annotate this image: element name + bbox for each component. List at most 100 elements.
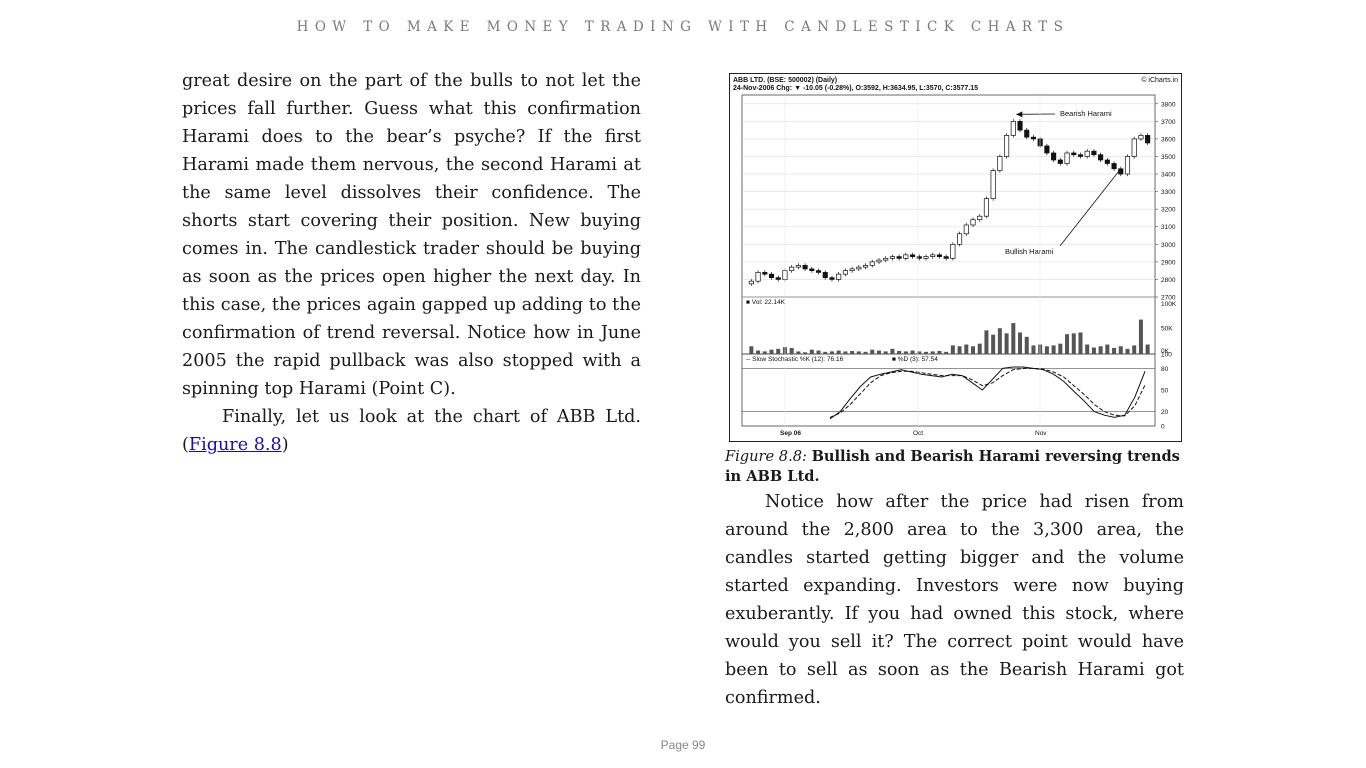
candle-body	[1004, 135, 1010, 157]
candle-body	[977, 215, 983, 221]
volume-bar	[1011, 323, 1016, 354]
candle-body	[983, 198, 989, 217]
volume-bar	[957, 346, 962, 354]
candle-body	[957, 233, 963, 245]
candle-body	[1104, 159, 1110, 164]
volume-bar	[1138, 319, 1143, 354]
volume-bar	[883, 351, 888, 354]
candle-body	[755, 272, 761, 282]
volume-bar	[836, 350, 841, 354]
left-column: great desire on the part of the bulls to…	[182, 67, 641, 459]
volume-bar	[930, 351, 935, 354]
volume-bar	[749, 346, 754, 354]
candle-body	[963, 224, 969, 235]
volume-bar	[756, 350, 761, 354]
volume-bar	[971, 346, 976, 354]
chart-source-label: © iCharts.in	[1141, 76, 1178, 84]
candle-body	[1124, 156, 1131, 175]
page-number: Page 99	[660, 738, 706, 752]
figure-caption: Figure 8.8: Bullish and Bearish Harami r…	[725, 447, 1184, 487]
bearish-harami-label: Bearish Harami	[1060, 109, 1112, 118]
bullish-harami-label: Bullish Harami	[1005, 247, 1054, 256]
candle-body	[950, 243, 956, 259]
candle-body	[1064, 152, 1070, 164]
volume-bar	[816, 350, 821, 354]
candle-body	[943, 256, 949, 259]
volume-bar	[1118, 346, 1123, 354]
candle-body	[1077, 154, 1084, 157]
volume-bar	[769, 349, 774, 354]
volume-bar	[1145, 344, 1150, 354]
candle-body	[789, 266, 795, 272]
right-column: Notice how after the price had risen fro…	[725, 488, 1184, 712]
volume-bar	[796, 351, 801, 354]
x-axis-label: Oct	[913, 430, 923, 437]
candle-body	[822, 272, 828, 279]
figure-8-8-link[interactable]: Figure 8.8	[188, 435, 282, 455]
price-tick-label: 2700	[1161, 295, 1176, 302]
candle-body	[916, 256, 922, 259]
stochastic-tick-label: 0	[1161, 424, 1165, 431]
price-tick-label: 3000	[1161, 242, 1176, 249]
volume-bar	[823, 351, 828, 354]
volume-bar	[1091, 347, 1096, 354]
volume-bar	[923, 351, 928, 354]
candle-body	[889, 256, 895, 259]
x-axis-label: Sep 06	[780, 430, 801, 437]
candle-body	[1051, 152, 1057, 161]
price-tick-label: 3600	[1161, 136, 1176, 143]
left-paragraph-2: Finally, let us look at the chart of ABB…	[182, 403, 641, 459]
candle-body	[768, 273, 775, 279]
volume-bar	[850, 350, 855, 354]
volume-bar	[789, 347, 794, 354]
volume-bar	[1125, 348, 1130, 354]
volume-bar	[897, 350, 902, 354]
volume-bar	[910, 350, 915, 354]
candle-body	[829, 277, 835, 280]
candle-body	[842, 270, 848, 275]
volume-bar	[890, 348, 895, 354]
candle-body	[802, 265, 808, 270]
volume-tick-label: 50K	[1161, 326, 1173, 333]
candle-body	[876, 259, 882, 263]
candle-body	[795, 265, 801, 268]
candle-body	[1024, 129, 1030, 138]
volume-bar	[950, 345, 955, 354]
abb-chart-figure: ABB LTD. (BSE: 500002) (Daily) 24-Nov-200…	[729, 73, 1182, 442]
volume-bar	[776, 348, 781, 354]
figure-caption-label: Figure 8.8:	[725, 448, 807, 465]
volume-bar	[1085, 344, 1090, 354]
volume-bar	[1051, 345, 1056, 354]
price-tick-label: 3500	[1161, 154, 1176, 161]
stochastic-tick-label: 20	[1161, 409, 1169, 416]
price-tick-label: 2900	[1161, 259, 1176, 266]
volume-bar	[964, 344, 969, 354]
volume-bar	[762, 351, 767, 354]
candle-body	[896, 256, 902, 259]
volume-bar	[1024, 336, 1029, 354]
running-header: HOW TO MAKE MONEY TRADING WITH CANDLESTI…	[296, 19, 1070, 35]
abb-candlestick-chart: ABB LTD. (BSE: 500002) (Daily)24-Nov-200…	[733, 76, 1178, 437]
volume-bar	[863, 351, 868, 354]
candle-body	[997, 156, 1003, 171]
volume-bar	[809, 349, 814, 354]
candle-body	[1131, 138, 1137, 157]
candle-body	[1084, 150, 1090, 157]
volume-bar	[1058, 343, 1063, 354]
candle-body	[1071, 152, 1077, 156]
candle-body	[836, 273, 842, 280]
candle-body	[849, 268, 855, 272]
volume-bar	[997, 328, 1002, 354]
candle-body	[856, 266, 862, 270]
bearish-harami-arrowhead	[1016, 111, 1023, 118]
volume-bar	[1105, 344, 1110, 354]
candle-body	[1017, 120, 1023, 131]
stochastic-tick-label: 100	[1161, 352, 1172, 359]
price-tick-label: 3100	[1161, 224, 1176, 231]
volume-tick-label: 0K	[1161, 348, 1170, 355]
candle-body	[1145, 135, 1151, 144]
volume-bar	[1132, 345, 1137, 354]
candle-body	[990, 170, 996, 199]
figure-caption-title: Bullish and Bearish Harami reversing tre…	[725, 448, 1180, 485]
volume-bar	[917, 351, 922, 354]
